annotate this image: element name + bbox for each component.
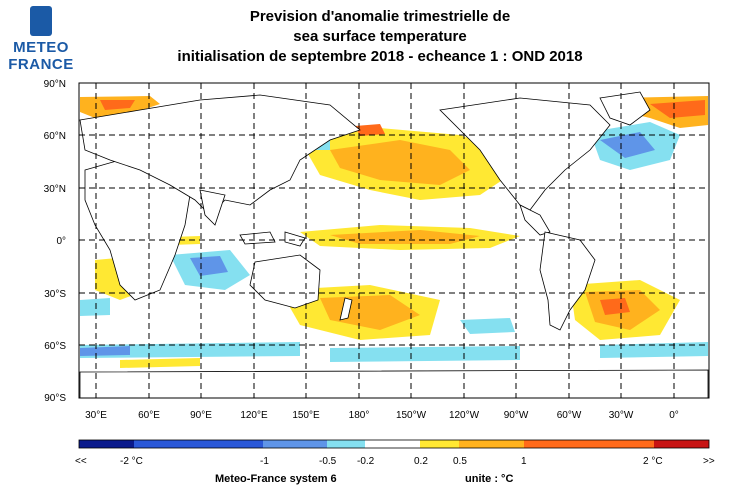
latitude-labels: 90°N 60°N 30°N 0° 30°S 60°S 90°S [44,79,67,404]
coastlines [79,91,709,399]
colorbar-label: 1 [521,456,527,467]
colorbar-label: -2 °C [120,456,143,467]
footer-unit: unite : °C [465,473,514,485]
title-line2: sea surface temperature [293,28,467,45]
colorbar-label: -1 [260,456,269,467]
lon-label: 120°W [449,410,480,421]
lon-label: 180° [349,410,370,421]
colorbar-label: 0.5 [453,456,467,467]
colorbar-segment [263,440,327,448]
colorbar-segment [459,440,524,448]
lat-label: 30°N [44,184,66,195]
colorbar-label: 0.2 [414,456,428,467]
map-frame [78,82,710,399]
colorbar-segment [365,440,420,448]
colorbar-label: << [75,456,87,467]
lon-label: 150°W [396,410,427,421]
lat-label: 90°S [44,393,66,404]
lon-label: 30°E [85,410,107,421]
lon-label: 150°E [292,410,320,421]
lon-label: 90°W [504,410,529,421]
colorbar-label: >> [703,456,715,467]
lat-label: 60°S [44,341,66,352]
colorbar-label: 2 °C [643,456,663,467]
colorbar-segment [134,440,263,448]
colorbar-label: -0.5 [319,456,337,467]
colorbar-segment [524,440,654,448]
colorbar-frame [78,439,710,449]
title-line1: Prevision d'anomalie trimestrielle de [249,8,511,25]
lat-label: 30°S [44,289,66,300]
logo-line2: FRANCE [8,56,74,73]
colorbar-segment [327,440,365,448]
lon-label: 60°W [557,410,582,421]
title-line3: initialisation de septembre 2018 - echea… [177,48,583,65]
lon-label: 0° [669,410,679,421]
footer-system: Meteo-France system 6 [215,473,337,485]
meteo-france-logo: METEO FRANCE [6,6,76,76]
logo-emblem-icon [30,6,52,36]
graticule [79,83,709,398]
logo-line1: METEO [13,39,69,56]
colorbar-segment [420,440,459,448]
longitude-labels: 30°E 60°E 90°E 120°E 150°E 180° 150°W 12… [85,410,679,421]
colorbar-segment [79,440,134,448]
colorbar-label: -0.2 [357,456,375,467]
lon-label: 90°E [190,410,212,421]
lat-label: 90°N [44,79,66,90]
colorbar-segment [654,440,709,448]
colorbar [78,439,710,449]
lon-label: 30°W [609,410,634,421]
lat-label: 0° [56,236,66,247]
lon-label: 60°E [138,410,160,421]
lon-label: 120°E [240,410,268,421]
lat-label: 60°N [44,131,66,142]
